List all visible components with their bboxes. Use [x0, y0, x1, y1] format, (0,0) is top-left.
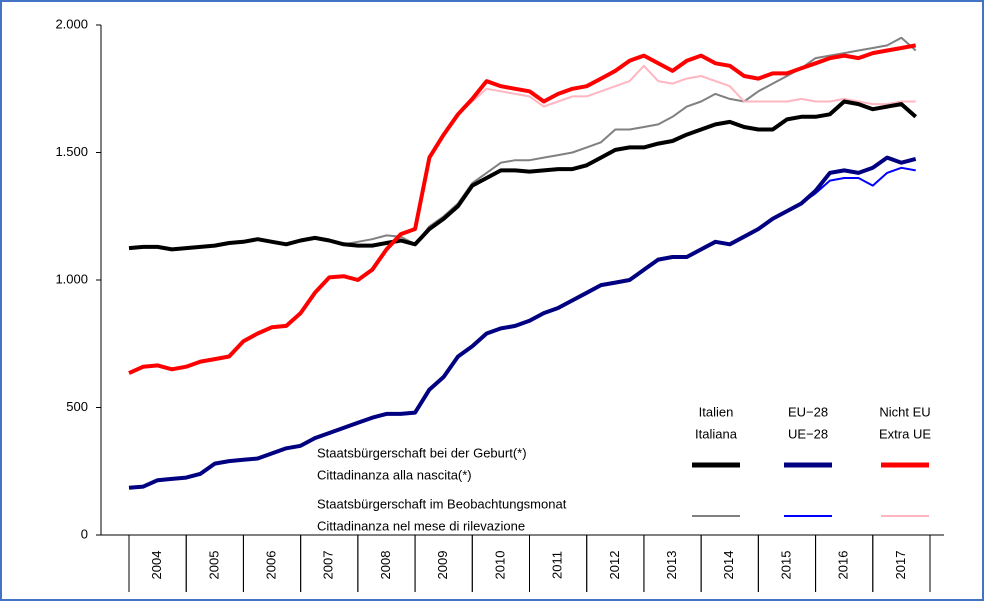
- legend-row-label: Staatsbürgerschaft im Beobachtungsmonat: [317, 496, 567, 511]
- x-tick-label: 2008: [378, 551, 393, 580]
- legend-row-label: Staatsbürgerschaft bei der Geburt(*): [317, 445, 527, 460]
- legend-column-label: EU−28: [788, 404, 828, 419]
- x-tick-label: 2005: [206, 551, 221, 580]
- legend-row-label: Cittadinanza nel mese di rilevazione: [317, 518, 525, 533]
- x-tick-label: 2007: [321, 551, 336, 580]
- x-tick-label: 2011: [550, 551, 565, 579]
- series-line: [128, 155, 917, 490]
- legend-column-label: Italiana: [695, 426, 738, 441]
- y-tick-label: 2.000: [55, 16, 88, 31]
- x-tick-label: 2014: [721, 551, 736, 580]
- legend-column-label: Nicht EU: [879, 404, 930, 419]
- x-tick-label: 2016: [836, 551, 851, 580]
- y-tick-label: 1.000: [55, 271, 88, 286]
- x-tick-label: 2004: [149, 551, 164, 580]
- legend-column-label: UE−28: [788, 426, 828, 441]
- y-tick-label: 500: [66, 399, 88, 414]
- x-tick-label: 2013: [664, 551, 679, 580]
- legend-column-label: Italien: [699, 404, 734, 419]
- legend-column-label: Extra UE: [879, 426, 931, 441]
- x-tick-label: 2009: [435, 551, 450, 580]
- series-line: [128, 64, 916, 375]
- x-tick-label: 2015: [778, 551, 793, 580]
- legend-row-label: Cittadinanza alla nascita(*): [317, 467, 472, 482]
- series-line: [128, 43, 917, 375]
- y-tick-label: 1.500: [55, 144, 88, 159]
- x-tick-label: 2010: [492, 551, 507, 580]
- x-tick-label: 2012: [607, 551, 622, 580]
- series-line: [128, 99, 918, 252]
- x-tick-label: 2017: [893, 551, 908, 580]
- x-tick-label: 2006: [263, 551, 278, 580]
- y-tick-label: 0: [81, 526, 88, 541]
